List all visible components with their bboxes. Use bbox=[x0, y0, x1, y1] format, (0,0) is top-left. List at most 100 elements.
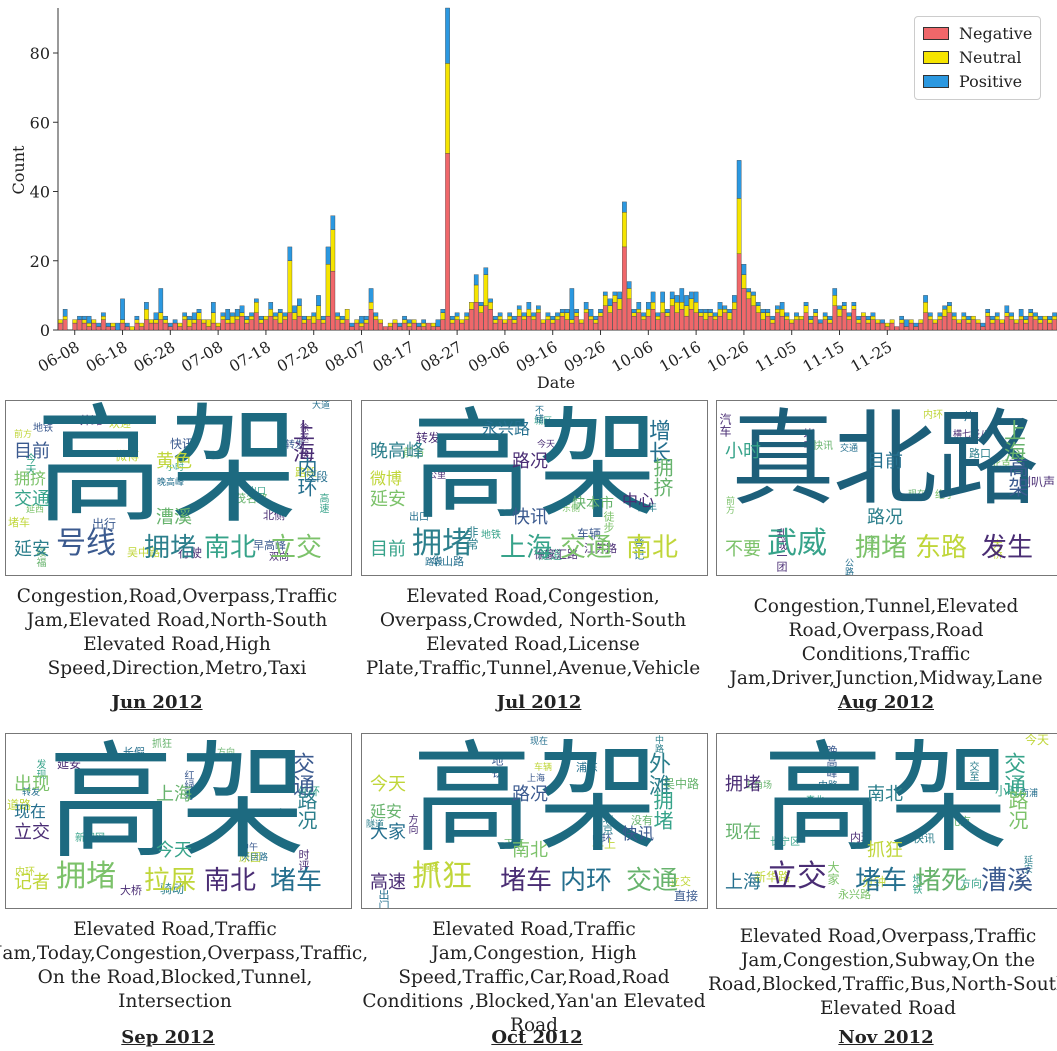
bar-neutral bbox=[822, 315, 828, 320]
bar-positive bbox=[990, 315, 995, 320]
bar-positive bbox=[712, 312, 718, 317]
bar-negative bbox=[746, 298, 752, 331]
bar-neutral bbox=[650, 302, 656, 310]
bar-negative bbox=[813, 315, 818, 331]
bar-positive bbox=[163, 315, 168, 320]
wordcloud-small-word: 绥福 bbox=[34, 547, 45, 567]
bar-negative bbox=[550, 322, 556, 331]
bar-positive bbox=[947, 302, 952, 306]
bar-neutral bbox=[483, 274, 489, 306]
bar-negative bbox=[985, 315, 991, 331]
wordcloud-small-word: 北京 bbox=[949, 815, 971, 828]
bar-negative bbox=[631, 315, 637, 331]
wordcloud-small-word: 今天 bbox=[865, 535, 875, 553]
bar-positive bbox=[454, 312, 460, 317]
bar-negative bbox=[665, 315, 670, 331]
wordcloud-small-word: 内环 bbox=[923, 410, 943, 421]
wordcloud-small-word: 公里 bbox=[428, 471, 447, 481]
bar-negative bbox=[172, 322, 178, 331]
bar-negative bbox=[880, 322, 885, 331]
bar-negative bbox=[593, 322, 599, 331]
bar-positive bbox=[937, 312, 943, 317]
wordcloud-small-word: 外滩 bbox=[80, 414, 102, 427]
bar-negative bbox=[899, 322, 904, 331]
bar-neutral bbox=[593, 319, 599, 324]
bar-positive bbox=[368, 288, 374, 303]
bar-positive bbox=[665, 309, 670, 313]
bar-neutral bbox=[473, 284, 479, 303]
bar-neutral bbox=[832, 295, 838, 306]
bar-neutral bbox=[268, 309, 274, 317]
bar-positive bbox=[650, 291, 656, 303]
bar-negative bbox=[430, 326, 436, 331]
bar-negative bbox=[72, 322, 78, 331]
bar-positive bbox=[631, 309, 637, 313]
bar-positive bbox=[765, 309, 771, 313]
bar-positive bbox=[722, 305, 728, 310]
bar-neutral bbox=[206, 319, 211, 327]
wordcloud-small-word: 出行 bbox=[92, 517, 117, 531]
bar-negative bbox=[110, 326, 116, 331]
bar-neutral bbox=[598, 312, 603, 317]
wordcloud-mid-word: 堵车 bbox=[270, 866, 323, 896]
bar-neutral bbox=[392, 319, 398, 324]
bar-positive bbox=[297, 298, 302, 306]
wordcloud-small-word: 晚高峰 bbox=[157, 478, 185, 488]
wordcloud-mid-word: 目前 bbox=[14, 441, 50, 462]
bar-negative bbox=[105, 326, 111, 331]
bar-positive bbox=[674, 295, 680, 303]
wordcloud-mid-word: 出现 bbox=[14, 774, 50, 795]
bar-negative bbox=[1037, 322, 1043, 331]
bar-neutral bbox=[755, 305, 761, 313]
bar-neutral bbox=[884, 322, 890, 327]
bar-positive bbox=[81, 315, 87, 320]
bar-neutral bbox=[760, 312, 766, 320]
bar-positive bbox=[512, 315, 517, 320]
bar-negative bbox=[445, 153, 450, 331]
bar-negative bbox=[383, 326, 388, 331]
bar-negative bbox=[923, 312, 928, 331]
bar-neutral bbox=[655, 315, 661, 320]
bar-positive bbox=[244, 315, 250, 320]
wordcloud-small-word: 喇叭声 bbox=[1019, 475, 1056, 489]
bar-positive bbox=[158, 288, 164, 313]
bar-neutral bbox=[430, 322, 436, 327]
bar-negative bbox=[947, 312, 952, 331]
wordcloud-mid-word: 交通 bbox=[14, 489, 50, 510]
bar-neutral bbox=[617, 298, 622, 310]
bar-negative bbox=[755, 312, 761, 331]
wordcloud-small-word: 浦东 bbox=[576, 761, 598, 774]
wordcloud-small-word: 车子 bbox=[277, 809, 296, 819]
bar-positive bbox=[325, 246, 331, 265]
wordcloud-small-word: 行驶 bbox=[178, 546, 203, 560]
bar-neutral bbox=[870, 315, 876, 320]
bar-negative bbox=[636, 312, 642, 331]
wordcloud-small-word: 红绿灯 bbox=[182, 770, 193, 800]
bar-positive bbox=[588, 309, 594, 317]
wordcloud-small-word: 前方 bbox=[724, 496, 734, 514]
bar-neutral bbox=[440, 312, 446, 320]
bar-neutral bbox=[191, 319, 197, 324]
bar-positive bbox=[841, 302, 847, 306]
bar-positive bbox=[440, 309, 446, 313]
wordcloud-mid-word: 拥挤 bbox=[650, 457, 674, 497]
bar-positive bbox=[818, 319, 823, 324]
wordcloud-mid-word: 交通 bbox=[560, 533, 613, 563]
bar-neutral bbox=[641, 315, 646, 320]
bar-positive bbox=[273, 312, 278, 317]
bar-negative bbox=[459, 322, 465, 331]
bar-neutral bbox=[144, 309, 149, 320]
bar-positive bbox=[736, 160, 742, 199]
bar-negative bbox=[1014, 322, 1019, 331]
bar-negative bbox=[148, 322, 154, 331]
wordcloud-mid-word: 上海 bbox=[725, 872, 761, 893]
wordcloud-small-word: 中午 bbox=[240, 843, 259, 853]
bar-neutral bbox=[846, 315, 852, 320]
wordcloud-small-word: 路段 bbox=[425, 558, 444, 568]
x-axis-label: Date bbox=[537, 373, 575, 392]
bar-neutral bbox=[273, 315, 278, 320]
bar-neutral bbox=[669, 298, 675, 306]
wordcloud-small-word: 微博 bbox=[115, 449, 140, 463]
bar-negative bbox=[789, 322, 795, 331]
bar-negative bbox=[1047, 322, 1053, 331]
